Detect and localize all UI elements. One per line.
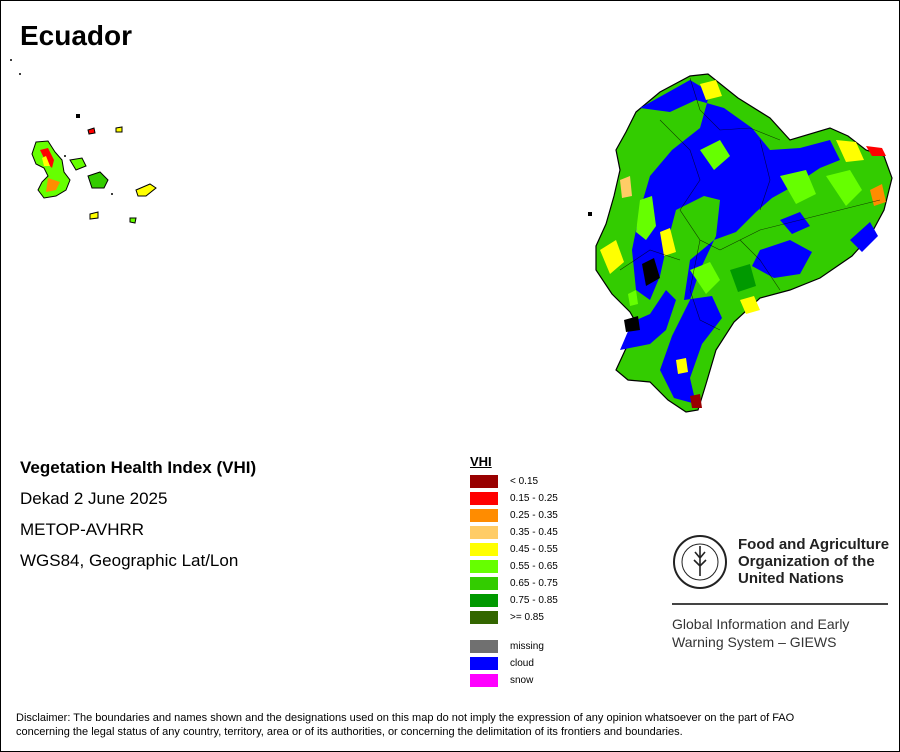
- map-info: Vegetation Health Index (VHI) Dekad 2 Ju…: [20, 458, 256, 582]
- legend-label: missing: [510, 641, 544, 652]
- legend-label: >= 0.85: [510, 612, 544, 623]
- legend-swatch: [470, 475, 498, 488]
- legend-class-item: 0.15 - 0.25: [470, 490, 558, 507]
- mainland-ecuador: [588, 73, 893, 413]
- legend-label: 0.45 - 0.55: [510, 544, 558, 555]
- legend: VHI < 0.15 0.15 - 0.25 0.25 - 0.35 0.35 - 0…: [470, 454, 558, 689]
- legend-label: 0.25 - 0.35: [510, 510, 558, 521]
- province-boundaries: [619, 77, 881, 331]
- legend-classes: < 0.15 0.15 - 0.25 0.25 - 0.35 0.35 - 0.45 0…: [470, 473, 558, 626]
- fao-org-name: Food and Agriculture Organization of the…: [738, 536, 890, 587]
- legend-swatch: [470, 577, 498, 590]
- legend-label: snow: [510, 675, 534, 686]
- legend-swatch: [470, 492, 498, 505]
- giews-label: Global Information and Early Warning Sys…: [672, 616, 850, 650]
- legend-class-item: 0.65 - 0.75: [470, 575, 558, 592]
- fao-logo-block: Food and Agriculture Organization of the…: [672, 534, 889, 650]
- disclaimer: Disclaimer: The boundaries and names sho…: [16, 712, 795, 738]
- legend-label: 0.15 - 0.25: [510, 493, 558, 504]
- legend-swatch: [470, 509, 498, 522]
- legend-class-item: 0.25 - 0.35: [470, 507, 558, 524]
- legend-class-item: 0.45 - 0.55: [470, 541, 558, 558]
- legend-label: 0.55 - 0.65: [510, 561, 558, 572]
- legend-title: VHI: [470, 454, 492, 469]
- legend-label: 0.65 - 0.75: [510, 578, 558, 589]
- map-title: Ecuador: [20, 20, 133, 51]
- legend-other: missing cloud snow: [470, 638, 558, 689]
- legend-other-item: cloud: [470, 655, 558, 672]
- legend-swatch: [470, 640, 498, 653]
- sensor-label: METOP-AVHRR: [20, 520, 145, 539]
- legend-class-item: 0.75 - 0.85: [470, 592, 558, 609]
- legend-other-item: snow: [470, 672, 558, 689]
- legend-class-item: 0.35 - 0.45: [470, 524, 558, 541]
- legend-class-item: 0.55 - 0.65: [470, 558, 558, 575]
- legend-label: < 0.15: [510, 476, 539, 487]
- galapagos-islands: [10, 59, 157, 224]
- logo-divider: [672, 603, 888, 605]
- period-label: Dekad 2 June 2025: [20, 489, 168, 508]
- fao-emblem-icon: [673, 535, 727, 589]
- product-name: Vegetation Health Index (VHI): [20, 458, 257, 477]
- projection-label: WGS84, Geographic Lat/Lon: [20, 551, 239, 570]
- legend-class-item: < 0.15: [470, 473, 558, 490]
- legend-swatch: [470, 674, 498, 687]
- vhi-map: [10, 59, 893, 413]
- legend-label: cloud: [510, 658, 534, 669]
- legend-swatch: [470, 594, 498, 607]
- legend-other-item: missing: [470, 638, 558, 655]
- legend-label: 0.75 - 0.85: [510, 595, 558, 606]
- legend-swatch: [470, 543, 498, 556]
- legend-label: 0.35 - 0.45: [510, 527, 558, 538]
- legend-swatch: [470, 526, 498, 539]
- legend-swatch: [470, 657, 498, 670]
- legend-swatch: [470, 611, 498, 624]
- legend-class-item: >= 0.85: [470, 609, 558, 626]
- legend-swatch: [470, 560, 498, 573]
